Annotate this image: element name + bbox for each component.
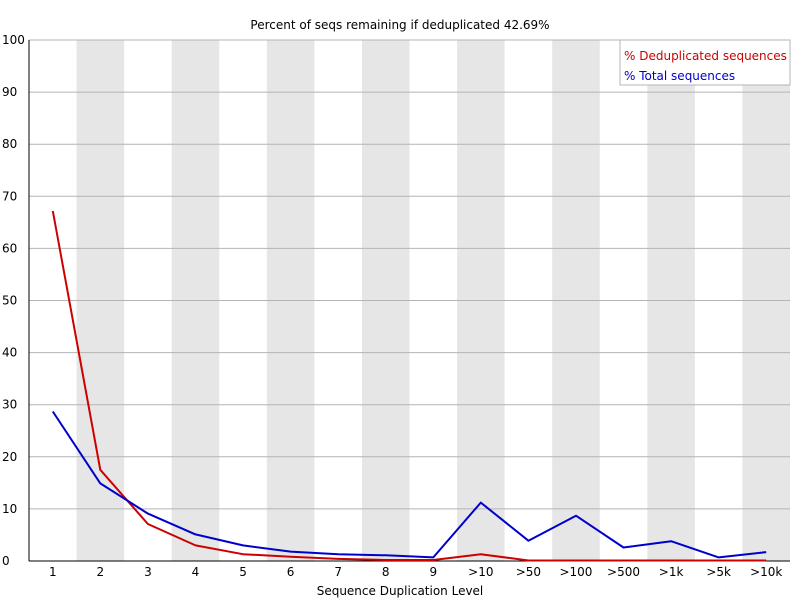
- y-tick-label: 10: [2, 502, 17, 516]
- series-line-total-sequences: [51, 410, 767, 559]
- series-line-deduplicated-sequences: [51, 210, 767, 562]
- y-tick-label: 30: [2, 398, 17, 412]
- y-tick-label: 20: [2, 450, 17, 464]
- legend-box: [619, 39, 791, 86]
- x-tick-label: 1: [49, 565, 57, 579]
- y-tick-label: 70: [2, 189, 17, 203]
- x-tick-label: 4: [192, 565, 200, 579]
- x-tick-label: 6: [287, 565, 295, 579]
- y-tick-label: 0: [2, 554, 10, 568]
- chart-title: Percent of seqs remaining if deduplicate…: [250, 18, 549, 32]
- x-tick-label: 2: [97, 565, 105, 579]
- legend: % Deduplicated sequences % Total sequence…: [619, 39, 791, 86]
- x-tick-label: 5: [239, 565, 247, 579]
- series-lines: [51, 210, 767, 562]
- legend-entry: % Total sequences: [624, 69, 735, 83]
- x-tick-label: 8: [382, 565, 390, 579]
- y-axis-ticks: 0 10 20 30 40 50 60 70 80 90 100: [2, 33, 25, 568]
- x-axis-label: Sequence Duplication Level: [317, 584, 484, 598]
- x-tick-label: >1k: [659, 565, 684, 579]
- y-tick-label: 50: [2, 294, 17, 308]
- y-tick-label: 60: [2, 241, 17, 255]
- x-tick-label: >50: [516, 565, 541, 579]
- x-axis-ticks: 1 2 3 4 5 6 7 8 9 >10 >50 >100 >500 >1k >5k >10k: [49, 565, 782, 579]
- x-tick-label: 9: [429, 565, 437, 579]
- x-tick-label: >500: [607, 565, 640, 579]
- legend-entry: % Deduplicated sequences: [624, 49, 787, 63]
- x-tick-label: >10: [468, 565, 493, 579]
- y-tick-label: 80: [2, 137, 17, 151]
- x-tick-label: >10k: [750, 565, 782, 579]
- y-tick-label: 100: [2, 33, 25, 47]
- y-tick-label: 90: [2, 85, 17, 99]
- x-tick-label: >100: [559, 565, 592, 579]
- y-tick-label: 40: [2, 346, 17, 360]
- x-tick-label: 7: [334, 565, 342, 579]
- x-tick-label: 3: [144, 565, 152, 579]
- x-tick-label: >5k: [706, 565, 731, 579]
